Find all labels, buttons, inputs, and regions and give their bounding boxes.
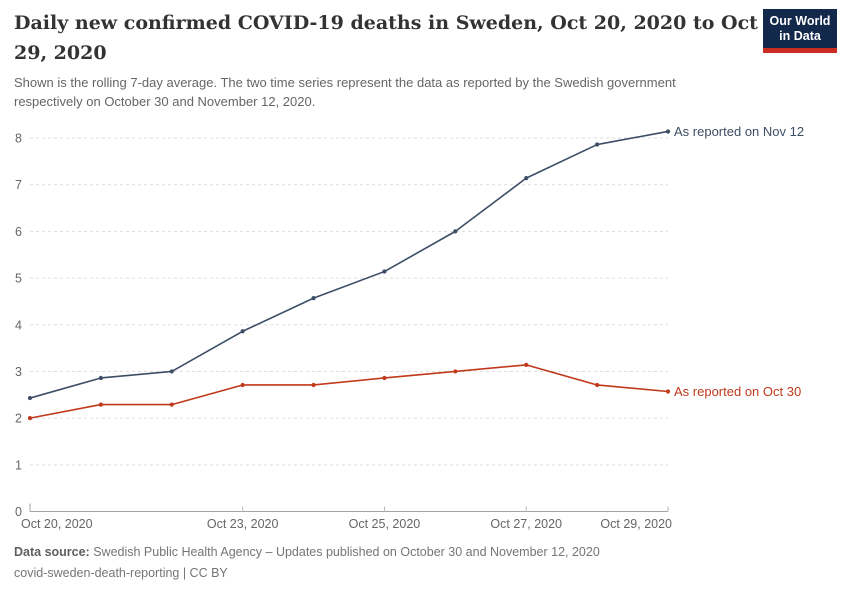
- series-line[interactable]: [29, 130, 669, 399]
- license-line: covid-sweden-death-reporting | CC BY: [14, 565, 228, 580]
- owid-logo[interactable]: Our World in Data: [763, 9, 837, 53]
- data-source-line: Data source: Swedish Public Health Agenc…: [14, 542, 814, 563]
- chart-title: Daily new confirmed COVID-19 deaths in S…: [14, 12, 758, 64]
- y-tick-label: 6: [15, 225, 22, 239]
- data-point[interactable]: [240, 382, 245, 388]
- y-tick-label: 8: [15, 132, 22, 146]
- data-point[interactable]: [595, 142, 600, 147]
- x-tick-label: Oct 23, 2020: [207, 517, 279, 531]
- x-tick-label: Oct 29, 2020: [600, 517, 672, 531]
- data-point[interactable]: [382, 269, 387, 274]
- owid-logo-line2: in Data: [779, 29, 821, 43]
- data-point[interactable]: [524, 362, 529, 368]
- x-tick-label: Oct 25, 2020: [349, 517, 421, 531]
- data-point[interactable]: [665, 389, 671, 394]
- series-end-label: As reported on Oct 30: [674, 384, 801, 399]
- data-point[interactable]: [311, 296, 316, 301]
- data-point[interactable]: [453, 229, 458, 234]
- data-point[interactable]: [27, 395, 33, 401]
- data-source-text: Swedish Public Health Agency – Updates p…: [89, 545, 600, 559]
- data-point[interactable]: [98, 402, 103, 407]
- data-point[interactable]: [27, 416, 33, 421]
- y-tick-label: 2: [15, 412, 22, 426]
- data-point[interactable]: [98, 375, 103, 381]
- data-point[interactable]: [169, 369, 174, 374]
- x-tick-label: Oct 27, 2020: [490, 517, 562, 531]
- y-tick-label: 4: [15, 318, 22, 332]
- data-source-label: Data source:: [14, 545, 90, 559]
- y-tick-label: 7: [15, 178, 22, 192]
- y-tick-label: 0: [15, 505, 22, 519]
- data-point[interactable]: [240, 329, 245, 334]
- data-point[interactable]: [524, 176, 529, 181]
- data-point[interactable]: [453, 369, 458, 374]
- y-tick-label: 1: [15, 458, 22, 472]
- data-point[interactable]: [595, 382, 600, 388]
- series-line[interactable]: [29, 364, 669, 419]
- series-as-reported-on-nov-12[interactable]: As reported on Nov 12: [27, 124, 804, 401]
- series-end-label: As reported on Nov 12: [674, 124, 804, 139]
- data-point[interactable]: [169, 402, 174, 407]
- data-point[interactable]: [382, 375, 387, 381]
- y-tick-label: 5: [15, 272, 22, 286]
- data-point[interactable]: [311, 382, 316, 388]
- series-as-reported-on-oct-30[interactable]: As reported on Oct 30: [27, 362, 801, 421]
- data-point[interactable]: [665, 129, 671, 134]
- owid-logo-line1: Our World: [769, 14, 831, 28]
- chart-subtitle: Shown is the rolling 7-day average. The …: [14, 75, 676, 109]
- y-tick-label: 3: [15, 365, 22, 379]
- chart-footer: Data source: Swedish Public Health Agenc…: [14, 542, 814, 583]
- x-tick-label: Oct 20, 2020: [21, 517, 93, 531]
